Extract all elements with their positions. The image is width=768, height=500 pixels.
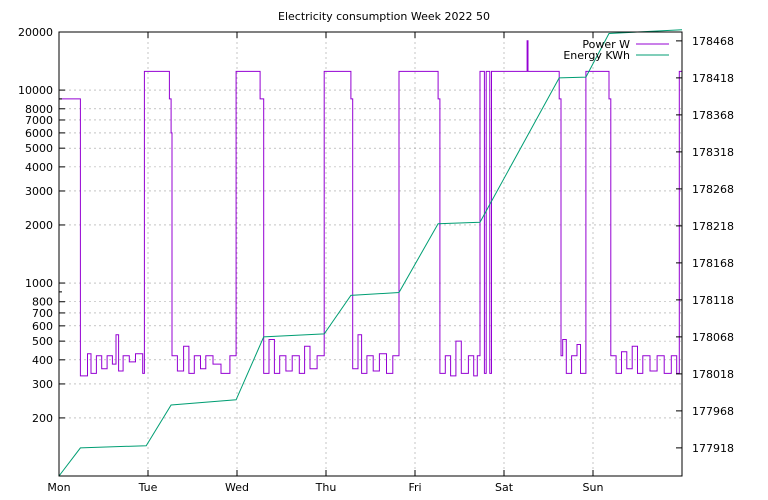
tick-label-y-left: 1000: [25, 277, 53, 290]
tick-label-y-left: 6000: [25, 127, 53, 140]
tick-label-y-left: 200: [32, 412, 53, 425]
grid-lines: [59, 31, 682, 476]
tick-label-y-left: 800: [32, 296, 53, 309]
tick-label-y-left: 7000: [25, 114, 53, 127]
tick-label-y-left: 3000: [25, 185, 53, 198]
tick-label-x: Thu: [315, 481, 337, 494]
tick-label-x: Sat: [495, 481, 514, 494]
tick-label-x: Fri: [408, 481, 421, 494]
series-power-line: [58, 40, 682, 377]
series-energy-line: [58, 29, 683, 477]
tick-label-y-right: 178168: [692, 257, 734, 270]
tick-label-y-left: 4000: [25, 161, 53, 174]
tick-label-y-left: 2000: [25, 219, 53, 232]
tick-label-y-right: 177968: [692, 405, 734, 418]
tick-label-y-left: 700: [32, 307, 53, 320]
tick-label-y-left: 400: [32, 354, 53, 367]
tick-label-y-right: 178468: [692, 35, 734, 48]
tick-label-y-right: 178368: [692, 109, 734, 122]
tick-label-x: Sun: [583, 481, 604, 494]
chart-title: Electricity consumption Week 2022 50: [278, 10, 490, 23]
tick-label-y-right: 178268: [692, 183, 734, 196]
tick-label-y-right: 178118: [692, 294, 734, 307]
tick-label-y-right: 178068: [692, 331, 734, 344]
tick-label-y-right: 178318: [692, 146, 734, 159]
plot-frame: [58, 31, 683, 477]
tick-label-x: Mon: [47, 481, 70, 494]
series-lines: [58, 29, 683, 477]
tick-label-y-left: 600: [32, 320, 53, 333]
tick-marks: [58, 31, 682, 476]
legend-label: Power W: [582, 38, 630, 51]
tick-label-y-left: 10000: [18, 84, 53, 97]
tick-label-y-left: 300: [32, 378, 53, 391]
tick-label-y-left: 20000: [18, 26, 53, 39]
tick-label-y-left: 8000: [25, 103, 53, 116]
tick-label-x: Tue: [138, 481, 158, 494]
tick-label-y-left: 5000: [25, 142, 53, 155]
legend-label: Energy KWh: [563, 49, 630, 62]
tick-label-y-right: 178218: [692, 220, 734, 233]
tick-label-x: Wed: [225, 481, 249, 494]
tick-label-y-right: 178018: [692, 368, 734, 381]
tick-label-y-left: 500: [32, 335, 53, 348]
tick-label-y-right: 178418: [692, 72, 734, 85]
tick-label-y-right: 177918: [692, 442, 734, 455]
